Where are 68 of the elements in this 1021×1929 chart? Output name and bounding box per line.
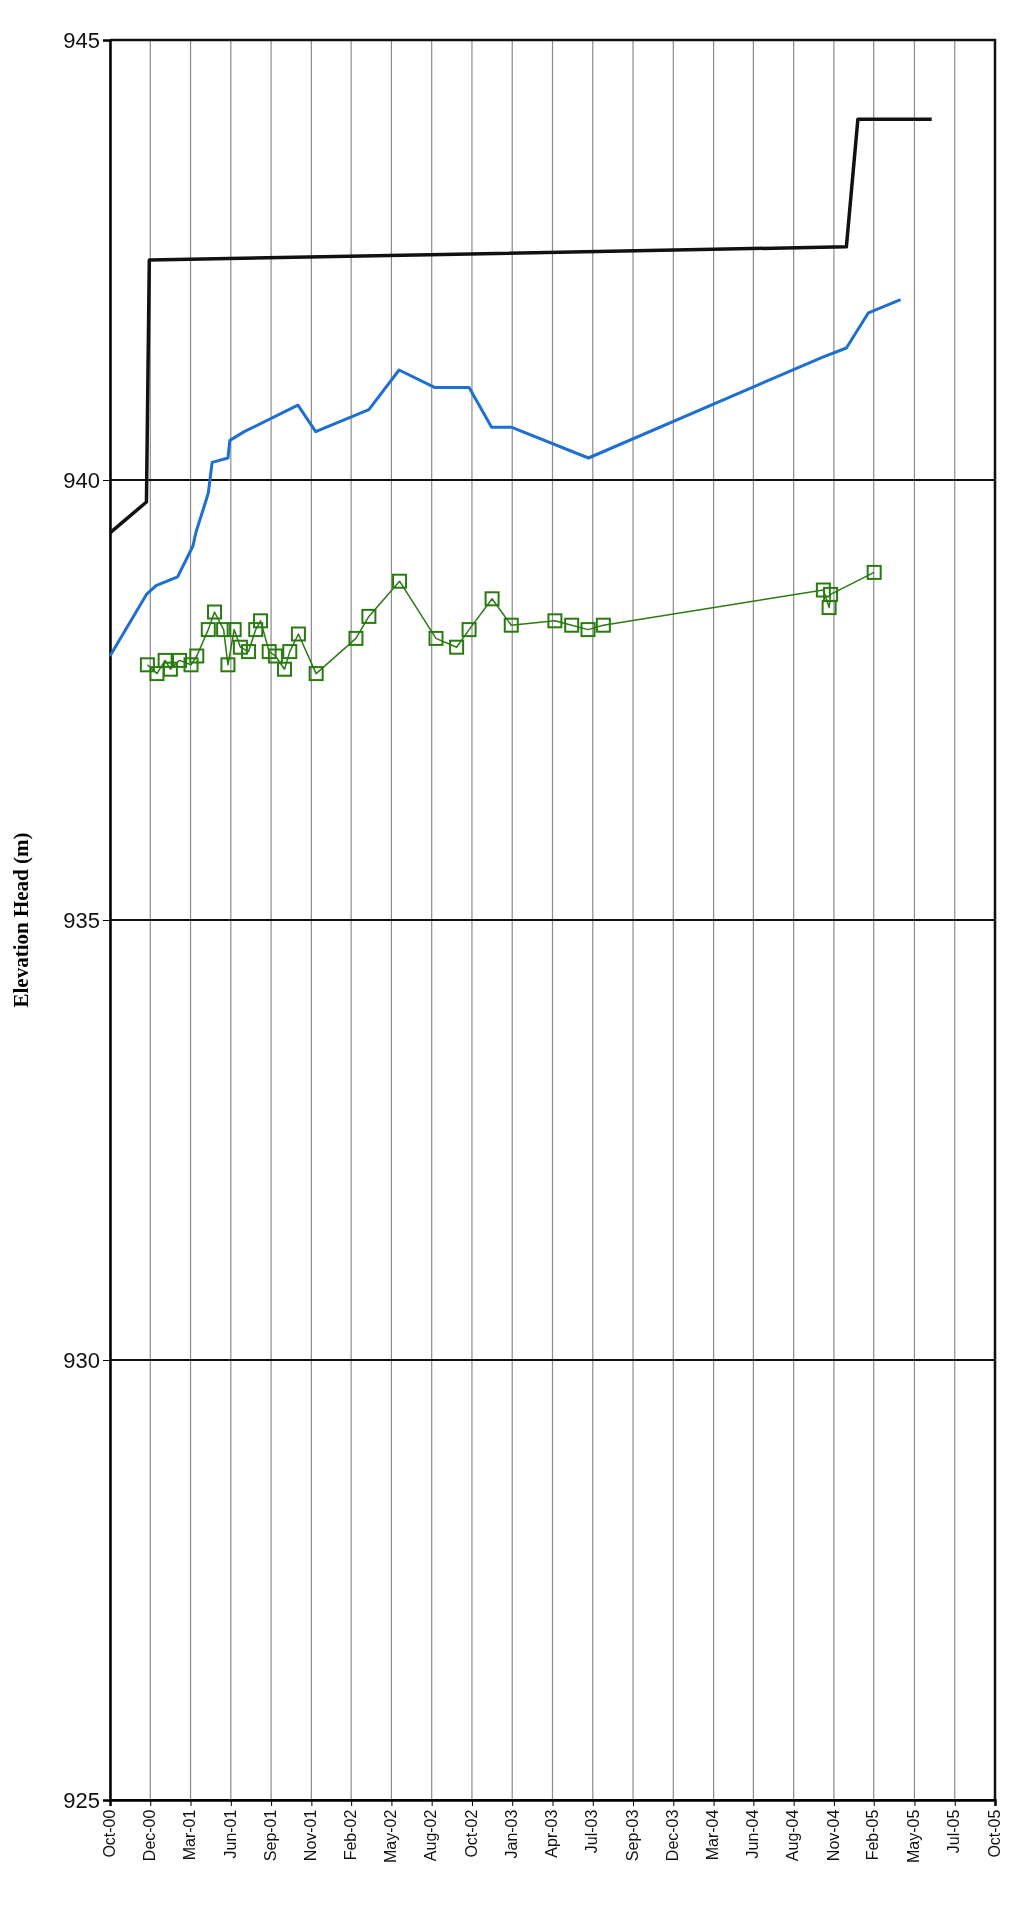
point [216,622,232,638]
point [261,644,277,660]
point [149,666,165,682]
y-axis-title: Elevation Head (m) [9,832,33,1008]
point [220,657,236,673]
point [823,586,839,602]
point [815,582,831,598]
point [157,652,173,668]
point [267,648,283,664]
x-tick-label: Nov-01 [302,1809,320,1862]
x-tick-label: Jul-05 [945,1809,963,1854]
point [162,661,178,677]
y-tick-label: 935 [63,907,100,933]
point [564,617,580,633]
y-tick-label: 945 [63,27,100,53]
point [484,591,500,607]
point [348,630,364,646]
x-tick-label: Jun-01 [221,1809,239,1859]
point [595,617,611,633]
x-tick-label: Aug-02 [422,1809,440,1862]
x-tick-label: Jul-03 [583,1809,601,1854]
point [461,622,477,638]
point [277,661,293,677]
point [821,600,837,616]
point [200,622,216,638]
point [282,644,298,660]
x-tick-label: Feb-02 [341,1809,359,1861]
point [866,564,882,580]
point [226,622,242,638]
point [290,626,306,642]
x-tick-label: May-05 [905,1809,923,1863]
point [241,644,257,660]
x-tick-label: Dec-03 [664,1809,682,1862]
x-tick-label: Oct-00 [100,1809,118,1858]
x-tick-label: Mar-01 [181,1809,199,1861]
point [253,613,269,629]
x-tick-label: Oct-02 [462,1809,480,1858]
x-tick-label: Jun-04 [744,1809,762,1859]
point [232,639,248,655]
point [189,648,205,664]
x-tick-label: Aug-04 [784,1809,802,1862]
point [207,604,223,620]
point [248,622,264,638]
point [580,622,596,638]
x-tick-label: May-02 [382,1809,400,1863]
x-tick-label: Oct-05 [985,1809,1003,1858]
point [503,617,519,633]
point [392,573,408,589]
y-tick-label: 930 [63,1347,100,1373]
point [547,613,563,629]
x-tick-label: Dec-00 [140,1809,158,1862]
y-tick-label: 925 [63,1787,100,1813]
point [449,639,465,655]
point [361,608,377,624]
x-tick-label: Feb-05 [864,1809,882,1861]
x-tick-label: Jan-03 [502,1809,520,1859]
y-tick-label: 940 [63,467,100,493]
point [139,657,155,673]
point [428,630,444,646]
point [308,666,324,682]
x-tick-label: Sep-03 [623,1809,641,1862]
line-series [108,298,903,658]
x-tick-label: Nov-04 [824,1809,842,1862]
x-tick-label: Mar-04 [704,1809,722,1861]
x-tick-label: Apr-03 [543,1809,561,1858]
x-tick-label: Sep-01 [261,1809,279,1862]
point [183,657,199,673]
point [172,652,188,668]
